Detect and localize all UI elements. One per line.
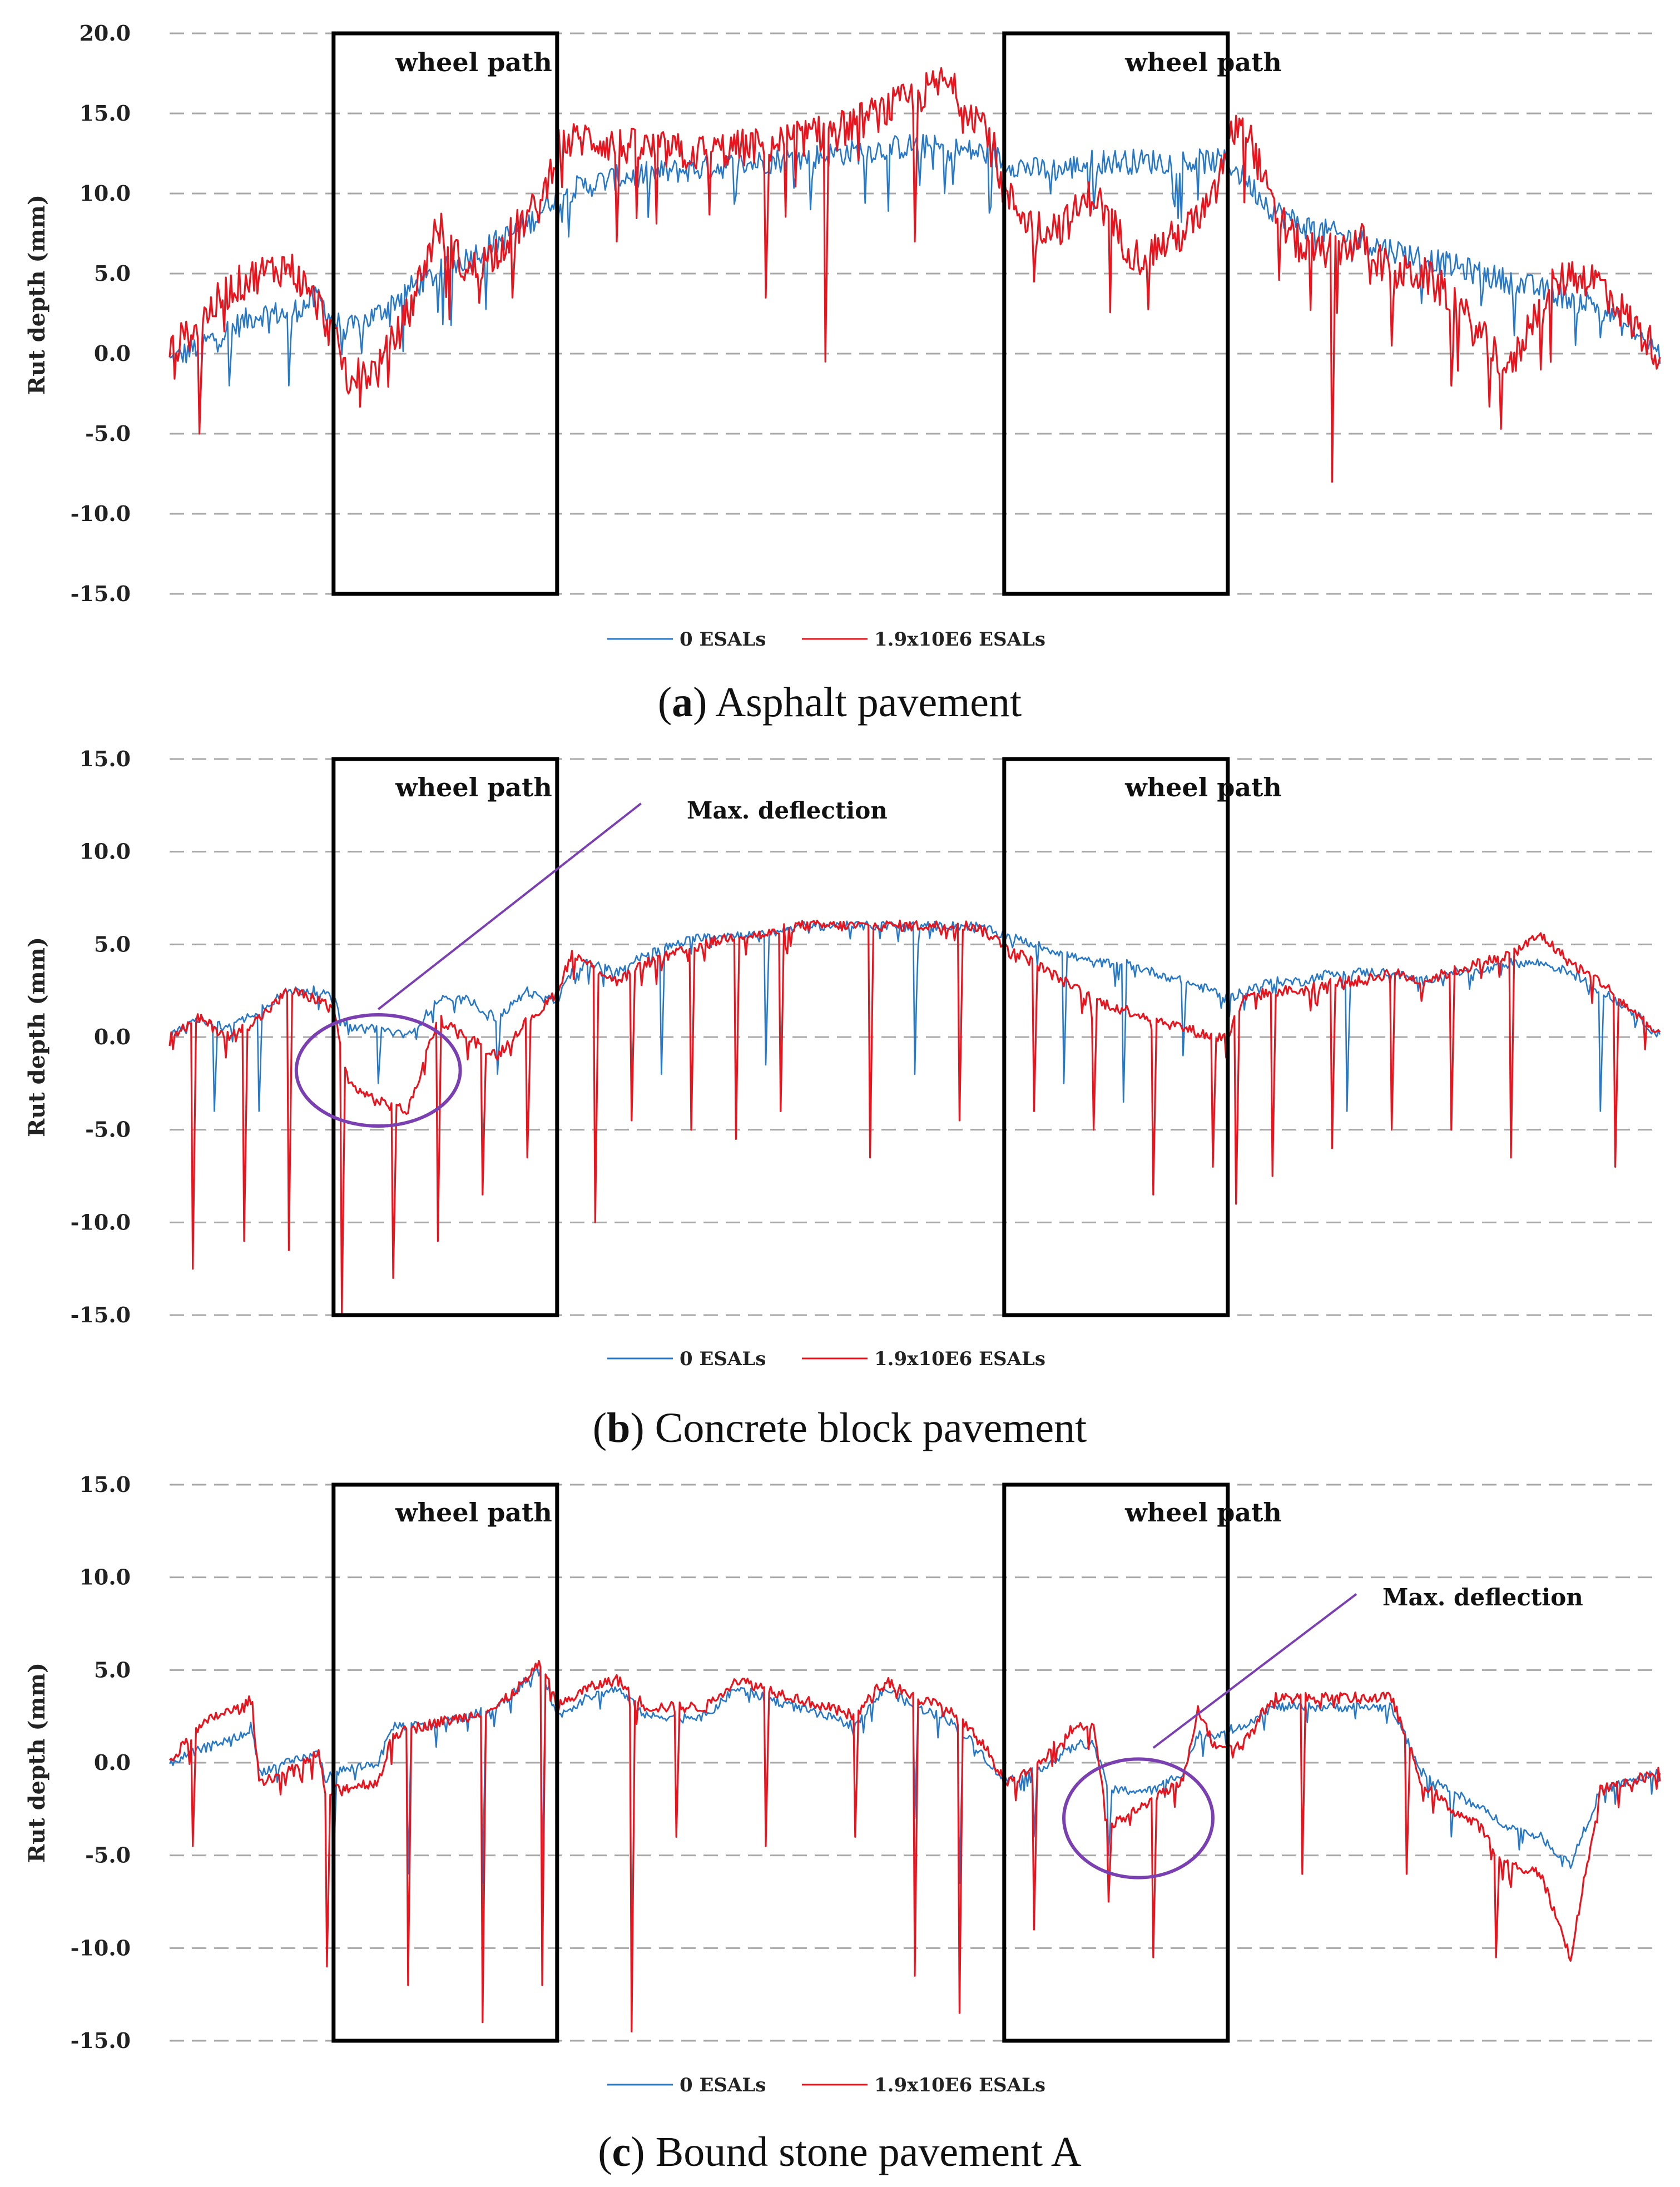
- panel-c-y-tick-label: -5.0: [85, 1843, 131, 1868]
- panel-b-caption-text: Concrete block pavement: [655, 1405, 1087, 1451]
- panel-b-caption-letter: b: [607, 1405, 630, 1451]
- panel-b-y-axis-label: Rut depth (mm): [24, 937, 50, 1137]
- panel-c-series-esals-line: [169, 1660, 1661, 2032]
- panel-b-y-tick-label: -10.0: [71, 1209, 131, 1234]
- panel-a-legend-label-0esals: 0 ESALs: [680, 628, 766, 651]
- panel-b-y-tick-label: 10.0: [79, 839, 131, 864]
- panel-c-y-axis-label: Rut depth (mm): [24, 1663, 50, 1863]
- panel-b-series-0esals-line: [169, 920, 1661, 1112]
- panel-a-y-tick-label: 15.0: [79, 101, 131, 126]
- panel-c-y-tick-label: 10.0: [79, 1565, 131, 1590]
- panel-a-plot: 20.0 15.0 10.0 5.0 0.0 -5.0 -10.0 -15.0: [71, 21, 1661, 606]
- panel-c-max-deflection-label: Max. deflection: [1382, 1584, 1583, 1611]
- panel-a-series-0esals-line: [169, 133, 1661, 435]
- panel-c-plot: 15.0 10.0 5.0 0.0 -5.0 -10.0 -15.0: [71, 1472, 1661, 2053]
- panel-a-y-tick-label: 20.0: [79, 21, 131, 46]
- panel-b-wheel-path-label-2: wheel path: [1124, 772, 1282, 802]
- panel-b-y-tick-label: -5.0: [85, 1117, 131, 1142]
- panel-a-y-axis-label: Rut depth (mm): [24, 195, 50, 395]
- panel-a-wheel-path-box-1: [331, 31, 559, 596]
- panel-a-legend-label-esals: 1.9x10E6 ESALs: [874, 628, 1045, 651]
- panel-c-max-deflection-leader: [1152, 1593, 1357, 1749]
- panel-c-wheel-path-label-2: wheel path: [1124, 1497, 1282, 1528]
- panel-b-y-tick-label: 15.0: [79, 746, 131, 771]
- panel-b-legend-label-0esals: 0 ESALs: [680, 1348, 766, 1370]
- panel-a-series-esals-line: [169, 67, 1661, 483]
- panel-a-wheel-path-label-2: wheel path: [1124, 47, 1282, 77]
- panel-c-y-tick-label: 0.0: [94, 1750, 131, 1775]
- panel-a-caption-text: Asphalt pavement: [715, 679, 1022, 726]
- panel-b: Rut depth (mm) 15.0 10.0 5.0 0.0 -5.0 -10.0 -1…: [24, 746, 1661, 1451]
- panel-b-legend-label-esals: 1.9x10E6 ESALs: [874, 1348, 1045, 1370]
- panel-b-wheel-path-box-2: [1002, 757, 1230, 1317]
- panel-b-wheel-path-box-1: [331, 757, 559, 1317]
- panel-c-max-deflection-circle: [1062, 1757, 1215, 1879]
- panel-b-plot: 15.0 10.0 5.0 0.0 -5.0 -10.0 -15.0: [71, 746, 1661, 1327]
- panel-b-caption: (b) Concrete block pavement: [593, 1405, 1087, 1451]
- panel-a-y-tick-label: 10.0: [79, 181, 131, 206]
- panel-c-legend-label-esals: 1.9x10E6 ESALs: [874, 2074, 1045, 2096]
- panel-b-max-deflection-circle: [294, 1013, 462, 1128]
- panel-a-y-tick-label: -10.0: [71, 501, 131, 526]
- panel-b-max-deflection-label: Max. deflection: [687, 797, 888, 824]
- panel-c-legend-label-0esals: 0 ESALs: [680, 2074, 766, 2096]
- panel-b-y-tick-label: 0.0: [94, 1024, 131, 1049]
- panel-c-y-tick-label: 15.0: [79, 1472, 131, 1497]
- panel-c-wheel-path-label-1: wheel path: [395, 1497, 552, 1528]
- panel-a-y-tick-label: 0.0: [94, 341, 131, 366]
- panel-c-y-tick-label: -10.0: [71, 1935, 131, 1960]
- panel-a: Rut depth (mm) 20.0 15.0 10.0 5.0 0.0 -5.0 -10…: [24, 21, 1661, 726]
- panel-a-wheel-path-label-1: wheel path: [395, 47, 552, 77]
- panel-c-caption: (c) Bound stone pavement A: [598, 2129, 1082, 2175]
- panel-a-y-tick-label: -15.0: [71, 581, 131, 606]
- panel-b-y-tick-label: 5.0: [94, 931, 131, 956]
- panel-a-wheel-path-box-2: [1002, 31, 1230, 596]
- panel-a-caption: (a) Asphalt pavement: [658, 679, 1022, 726]
- panel-b-wheel-path-label-1: wheel path: [395, 772, 552, 802]
- panel-b-max-deflection-leader: [377, 802, 642, 1010]
- panel-b-series-esals-line: [169, 919, 1661, 1316]
- panel-b-y-tick-label: -15.0: [71, 1302, 131, 1327]
- panel-c-caption-text: Bound stone pavement A: [656, 2129, 1082, 2175]
- panel-a-y-tick-label: -5.0: [85, 421, 131, 446]
- panel-c-y-tick-label: 5.0: [94, 1657, 131, 1682]
- panel-a-y-tick-label: 5.0: [94, 261, 131, 286]
- panel-c-wheel-path-box-2: [1002, 1482, 1230, 2043]
- panel-c-wheel-path-box-1: [331, 1482, 559, 2043]
- panel-c: Rut depth (mm) 15.0 10.0 5.0 0.0 -5.0 -10.0 -1…: [24, 1472, 1661, 2175]
- panel-c-caption-letter: c: [612, 2129, 631, 2175]
- panel-a-caption-letter: a: [672, 679, 693, 726]
- panel-c-y-tick-label: -15.0: [71, 2028, 131, 2053]
